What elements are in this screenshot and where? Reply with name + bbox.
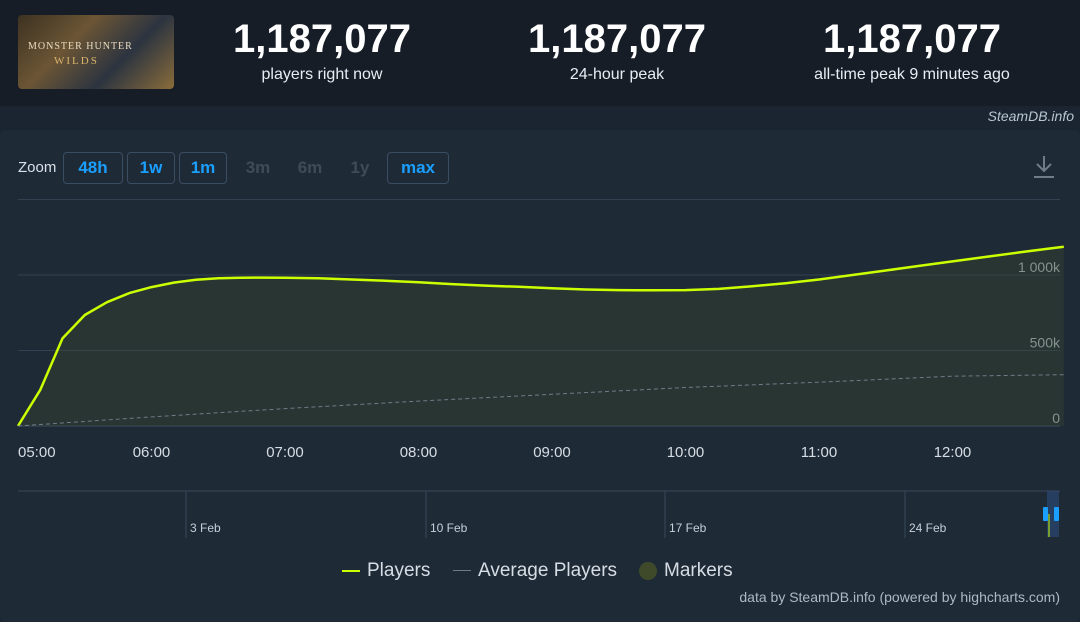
stat-players-now: 1,187,077 players right now	[172, 14, 472, 86]
zoom-max-button[interactable]: max	[387, 152, 449, 184]
zoom-1m-button[interactable]: 1m	[179, 152, 227, 184]
game-logo-subtitle: WILDS	[54, 55, 99, 67]
chart-legend: Players Average Players Markers	[0, 558, 1080, 584]
players-area	[18, 246, 1064, 426]
game-logo-title: MONSTER HUNTER	[28, 41, 133, 52]
stat-value: 1,187,077	[233, 17, 411, 61]
chart-panel	[0, 130, 1080, 622]
navigator-selection	[1047, 491, 1059, 537]
legend-item-players[interactable]: Players	[342, 558, 430, 584]
download-icon[interactable]	[1032, 154, 1056, 180]
stat-24h-peak: 1,187,077 24-hour peak	[467, 14, 767, 86]
x-tick-label: 12:00	[934, 444, 972, 461]
zoom-label: Zoom	[18, 159, 57, 176]
stat-value: 1,187,077	[823, 17, 1001, 61]
x-tick-label: 11:00	[801, 444, 837, 461]
navigator-label: 24 Feb	[909, 521, 947, 535]
stat-all-time-peak: 1,187,077 all-time peak 9 minutes ago	[762, 14, 1062, 86]
navigator-handle-right	[1054, 507, 1059, 521]
navigator-label: 3 Feb	[190, 521, 221, 535]
stat-label: 24-hour peak	[569, 66, 665, 83]
zoom-1w-button[interactable]: 1w	[127, 152, 175, 184]
zoom-1y-button: 1y	[336, 152, 384, 184]
x-tick-label: 06:00	[133, 444, 171, 461]
x-tick-label: 05:00	[18, 444, 56, 461]
legend-label: Average Players	[478, 560, 618, 581]
x-tick-label: 09:00	[533, 444, 571, 461]
chart-credits[interactable]: data by SteamDB.info (powered by highcha…	[739, 589, 1060, 605]
y-tick-label: 0	[1052, 410, 1060, 426]
x-tick-label: 10:00	[667, 444, 705, 461]
players-swatch	[342, 570, 360, 572]
x-tick-label: 08:00	[400, 444, 438, 461]
legend-item-average-players[interactable]: Average Players	[453, 558, 617, 584]
players-series-line	[16, 245, 1064, 427]
steamdb-brand-link[interactable]: SteamDB.info	[987, 108, 1074, 124]
average-swatch	[453, 570, 471, 571]
x-tick-label: 07:00	[266, 444, 304, 461]
navigator-label: 10 Feb	[430, 521, 468, 535]
legend-label: Markers	[664, 560, 733, 581]
legend-label: Players	[367, 560, 431, 581]
stat-value: 1,187,077	[528, 17, 706, 61]
stats-header: MONSTER HUNTER WILDS 1,187,077 players r…	[0, 0, 1080, 106]
zoom-3m-button: 3m	[234, 152, 282, 184]
game-logo[interactable]: MONSTER HUNTER WILDS	[18, 15, 174, 89]
navigator-handle-left	[1043, 507, 1048, 521]
y-tick-label: 1 000k	[1018, 259, 1061, 275]
y-tick-label: 500k	[1030, 335, 1061, 351]
stat-label: all-time peak 9 minutes ago	[814, 66, 1010, 83]
markers-swatch	[639, 562, 657, 580]
zoom-48h-button[interactable]: 48h	[63, 152, 123, 184]
navigator-label: 17 Feb	[669, 521, 707, 535]
average-series-line	[17, 374, 1064, 427]
legend-item-markers[interactable]: Markers	[639, 558, 733, 584]
zoom-6m-button: 6m	[286, 152, 334, 184]
stat-label: players right now	[261, 66, 383, 83]
